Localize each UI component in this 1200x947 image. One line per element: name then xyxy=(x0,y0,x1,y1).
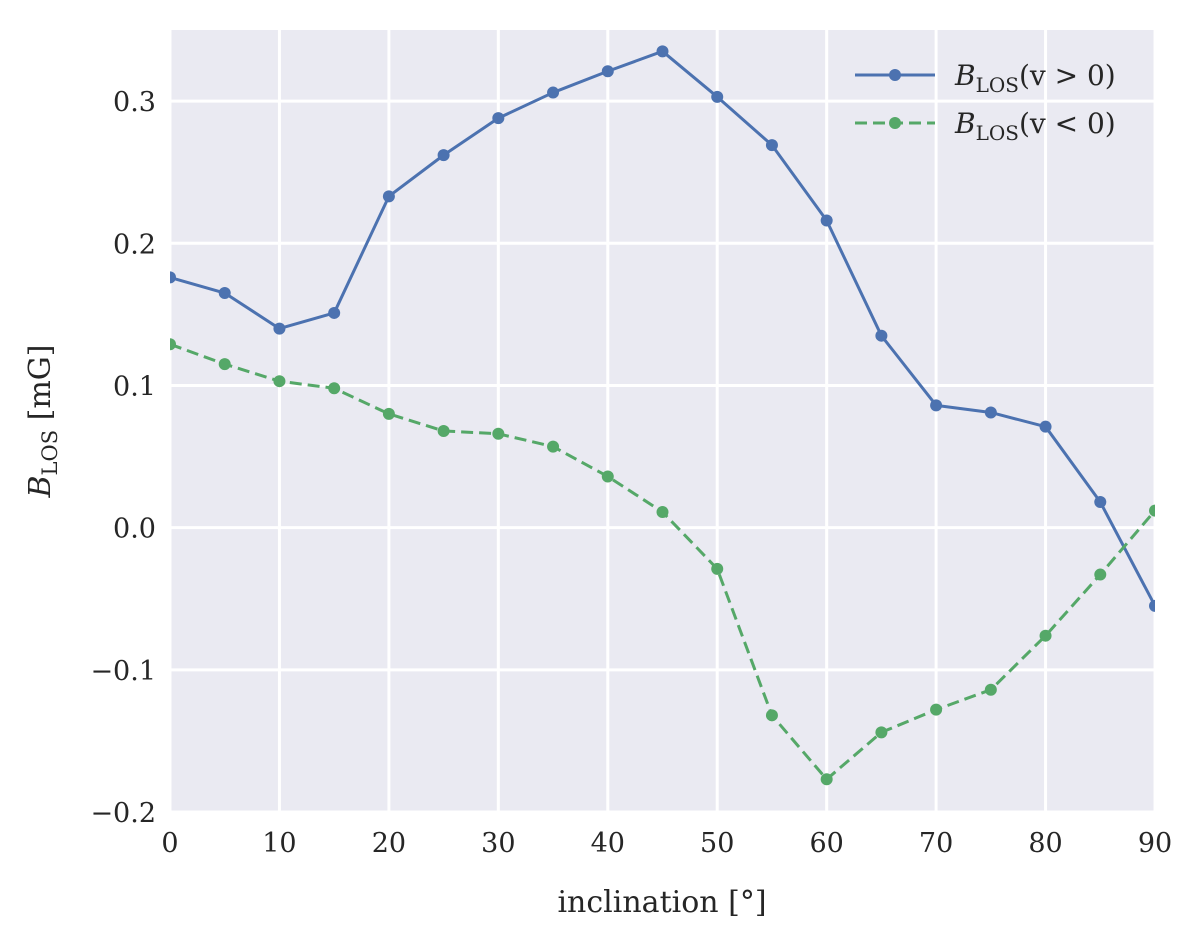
data-point xyxy=(711,90,724,103)
legend: BLOS(v > 0) BLOS(v < 0) xyxy=(855,59,1116,145)
data-point xyxy=(765,709,778,722)
x-tick-labels: 0 10 20 30 40 50 60 70 80 90 xyxy=(161,828,1172,859)
y-tick-label: 0.0 xyxy=(113,514,156,545)
data-point xyxy=(273,375,286,388)
x-tick-label: 80 xyxy=(1028,828,1062,859)
y-axis-label-main: B xyxy=(23,475,58,498)
data-point xyxy=(656,505,669,518)
x-tick-label: 40 xyxy=(591,828,625,859)
legend-marker xyxy=(889,69,901,81)
y-tick-label: 0.3 xyxy=(113,87,156,118)
data-point xyxy=(984,406,997,419)
data-point xyxy=(711,562,724,575)
data-point xyxy=(328,382,341,395)
data-point xyxy=(820,773,833,786)
y-axis-label: BLOS [mG] xyxy=(23,345,62,499)
x-tick-label: 60 xyxy=(809,828,843,859)
data-point xyxy=(218,287,231,300)
data-point xyxy=(273,322,286,335)
y-tick-label: −0.1 xyxy=(90,656,156,687)
series-v-positive xyxy=(170,45,1155,612)
data-point xyxy=(437,424,450,437)
y-axis-label-rest: [mG] xyxy=(23,345,58,430)
data-point xyxy=(382,190,395,203)
y-tick-labels: −0.2 −0.1 0.0 0.1 0.2 0.3 xyxy=(90,87,156,829)
data-point xyxy=(218,358,231,371)
y-tick-label: 0.2 xyxy=(113,229,156,260)
data-point xyxy=(765,139,778,152)
plot-background xyxy=(170,30,1155,812)
data-point xyxy=(1094,568,1107,581)
y-tick-label: −0.2 xyxy=(90,798,156,829)
data-point xyxy=(382,407,395,420)
series-v-negative xyxy=(170,338,1155,786)
legend-entry: BLOS(v > 0) xyxy=(855,59,1116,97)
data-point xyxy=(601,470,614,483)
legend-marker xyxy=(889,117,901,129)
data-point xyxy=(170,338,176,351)
data-point xyxy=(1094,496,1107,509)
data-point xyxy=(547,86,560,99)
x-tick-label: 0 xyxy=(161,828,178,859)
x-tick-label: 10 xyxy=(262,828,296,859)
data-point xyxy=(492,112,505,125)
data-point xyxy=(437,149,450,162)
data-point xyxy=(1149,504,1155,517)
data-point xyxy=(930,399,943,412)
data-point xyxy=(547,440,560,453)
x-tick-label: 20 xyxy=(372,828,406,859)
data-point xyxy=(875,329,888,342)
x-axis-label: inclination [°] xyxy=(557,885,766,920)
legend-label: BLOS(v > 0) xyxy=(954,59,1116,97)
data-point xyxy=(820,214,833,227)
data-point xyxy=(1039,629,1052,642)
y-axis-label-sub: LOS xyxy=(38,430,62,476)
x-tick-label: 70 xyxy=(919,828,953,859)
data-point xyxy=(930,703,943,716)
x-tick-label: 30 xyxy=(481,828,515,859)
x-tick-label: 90 xyxy=(1138,828,1172,859)
data-point xyxy=(1149,599,1155,612)
legend-label: BLOS(v < 0) xyxy=(954,107,1116,145)
data-point xyxy=(601,65,614,78)
data-point xyxy=(328,306,341,319)
y-tick-label: 0.1 xyxy=(113,371,156,402)
data-point xyxy=(875,726,888,739)
legend-entry: BLOS(v < 0) xyxy=(855,107,1116,145)
x-tick-label: 50 xyxy=(700,828,734,859)
data-point xyxy=(656,45,669,58)
data-point xyxy=(170,271,176,284)
data-point xyxy=(492,427,505,440)
data-point xyxy=(984,683,997,696)
series-layer xyxy=(170,45,1155,786)
data-point xyxy=(1039,420,1052,433)
